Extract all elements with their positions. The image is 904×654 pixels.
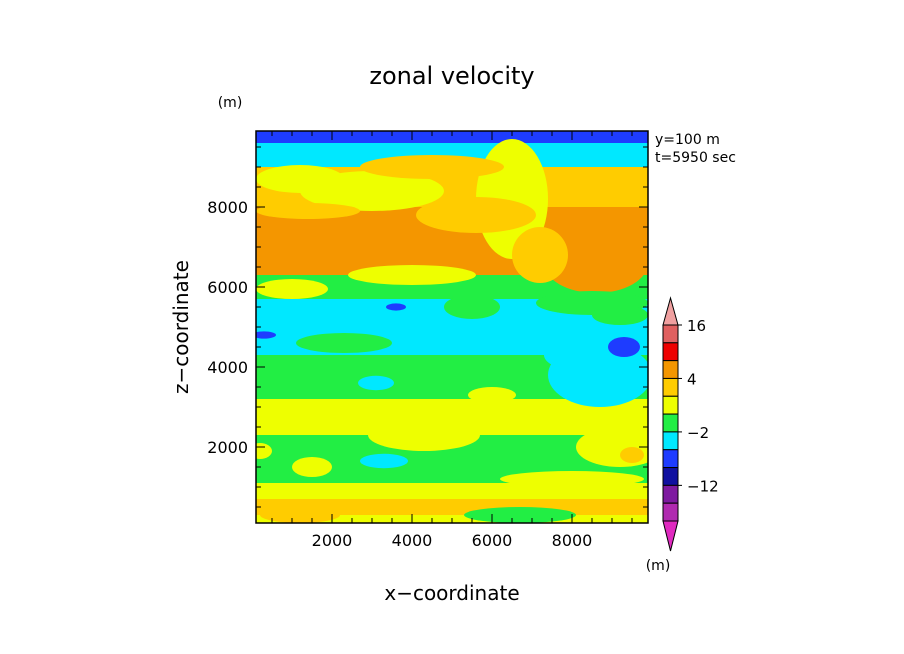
annotation-time: t=5950 sec [655,150,736,166]
plot-area [256,131,648,523]
contour-patch-15 [358,375,394,391]
contour-patch-25 [620,447,644,463]
colorbar-label: −12 [687,477,719,495]
colorbar-box [662,360,679,379]
colorbar-box [662,502,679,522]
x-tick-label: 2000 [312,531,353,550]
contour-patch-20 [368,419,480,451]
y-tick-label: 8000 [207,198,248,217]
x-unit-label: (m) [646,558,671,574]
colorbar-box [662,467,679,486]
contour-patch-6 [544,233,648,293]
colorbar-label: 16 [687,317,706,335]
contour-patch-11 [444,295,500,319]
contour-patch-4 [416,197,536,233]
contour-patch-23 [360,453,408,469]
contour-patch-21 [576,427,648,467]
y-tick-label: 2000 [207,438,248,457]
contour-patch-27 [292,457,332,477]
y-axis-label: z−coordinate [169,260,193,394]
colorbar-box [662,377,679,397]
contour-patch-18 [386,303,406,311]
contour-patch-19 [256,331,276,339]
colorbar-triangle-top [662,296,679,326]
x-tick-label: 8000 [552,531,593,550]
colorbar: 16 4 −2 −12 [662,296,719,552]
contour-patch-17 [608,337,640,357]
annotation-y-value: y=100 m [655,132,720,148]
y-tick-label: 6000 [207,278,248,297]
colorbar-triangle-bottom [662,520,679,552]
y-tick-label: 4000 [207,358,248,377]
contour-patch-9 [256,279,328,299]
contour-patch-12 [296,333,392,353]
colorbar-label: 4 [687,370,697,388]
colorbar-box [662,431,679,451]
colorbar-box [662,449,679,469]
x-axis-label: x−coordinate [384,581,519,605]
colorbar-box [662,413,679,433]
contour-patch-28 [256,443,272,459]
contour-band-11 [256,131,648,143]
contour-patch-7 [512,227,568,283]
contour-patch-24 [500,471,644,487]
colorbar-label: −2 [687,424,709,442]
contour-patch-22 [468,387,516,403]
colorbar-box [662,324,679,344]
x-tick-label: 4000 [392,531,433,550]
contour-patch-29 [260,507,340,523]
contour-patch-16 [592,305,648,325]
axis-ticks: 2000 4000 6000 8000 2000 4000 6000 8000 [207,131,648,550]
x-tick-label: 6000 [472,531,513,550]
contour-patch-26 [332,483,532,495]
contour-patch-5 [256,203,360,219]
colorbar-box [662,484,679,504]
contour-patch-30 [464,507,576,523]
contour-patch-2 [360,155,504,179]
colorbar-box [662,395,679,415]
contour-patch-8 [348,265,476,285]
y-unit-label: (m) [218,95,243,111]
contour-patch-3 [256,165,344,193]
colorbar-box [662,342,679,362]
contour-patch-14 [544,341,600,369]
chart-title: zonal velocity [369,62,534,90]
